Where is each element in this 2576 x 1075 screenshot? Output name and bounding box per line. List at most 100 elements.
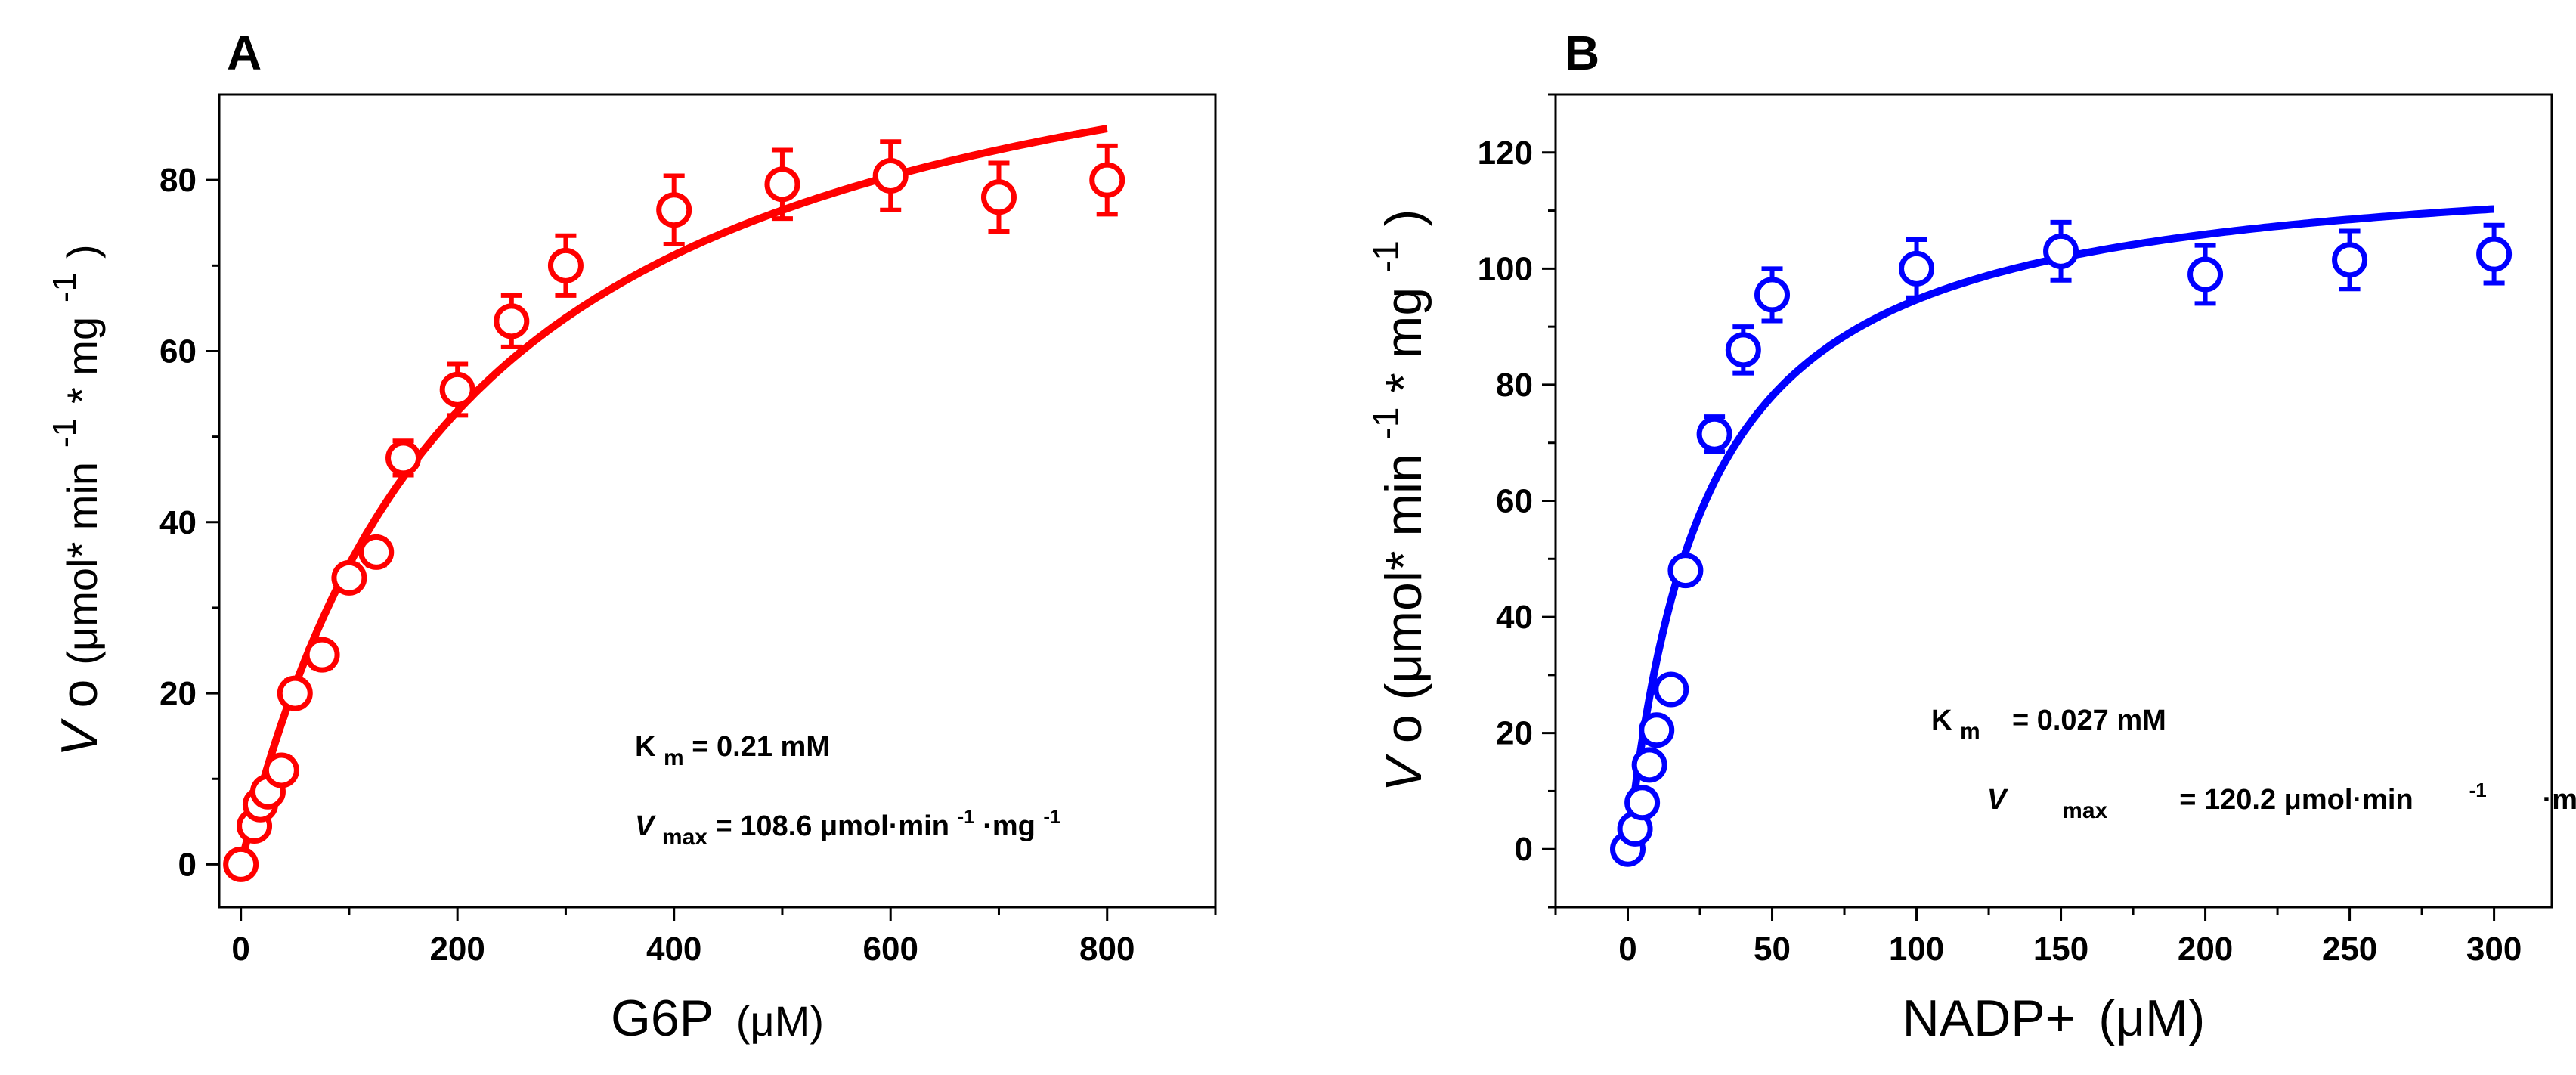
- panel-b-marker: [2187, 256, 2224, 293]
- panel-a-letter: A: [227, 26, 262, 80]
- panel-b-x-tick-label: 0: [1618, 931, 1636, 968]
- panel-a-data-point: [980, 160, 1017, 234]
- panel-a-ylabel-end: ): [58, 244, 106, 259]
- panel-b-vmax-sub: max: [2062, 798, 2107, 823]
- panel-a-marker: [494, 303, 530, 339]
- panel-a-fit-curve: [237, 125, 1108, 866]
- panel-b-letter: B: [1565, 26, 1599, 80]
- panel-a-marker: [764, 166, 800, 203]
- panel-b-y-axis-title: V o (μmol* min -1 * mg -1 ): [1352, 209, 1432, 792]
- panel-a-y-tick-label: 0: [178, 846, 197, 883]
- panel-a-marker: [331, 559, 367, 596]
- panel-a-vmax-sub: max: [662, 825, 707, 850]
- panel-b-marker: [1725, 332, 1761, 368]
- panel-a-vmax-mid: ·mg: [983, 810, 1036, 842]
- panel-b-data-point: [1899, 237, 1935, 300]
- panel-a-marker: [439, 371, 475, 407]
- panel-a-marker: [980, 179, 1017, 215]
- panel-b-vmax-label: V: [1987, 784, 2008, 816]
- panel-b-km-value: = 0.027 mM: [1988, 705, 2166, 736]
- panel-b-data-point: [2043, 219, 2079, 283]
- panel-b-marker: [1899, 250, 1935, 287]
- panel-a-data-point: [223, 846, 259, 882]
- panel-b-x-tick-label: 200: [2178, 931, 2233, 968]
- panel-b-marker: [1624, 785, 1661, 821]
- panel-a-x-axis-title: G6P (μM): [611, 990, 824, 1047]
- panel-a-vmax-value: = 108.6 μmol·min: [716, 810, 949, 842]
- panel-b-y-tick-label: 0: [1515, 831, 1533, 868]
- panel-a: A 0 200 400 600 800 0 20 40 60 80 G6P (μM) V o (μ…: [29, 26, 1217, 1047]
- panel-b-x-tick-label: 250: [2322, 931, 2377, 968]
- panel-a-y-tick-label: 60: [159, 333, 197, 370]
- panel-b-y-tick-label: 120: [1478, 135, 1533, 172]
- panel-a-xlabel: G6P: [611, 990, 713, 1047]
- panel-a-marker: [656, 192, 692, 228]
- panel-a-marker: [547, 247, 584, 283]
- panel-b-ylabel-var: V: [1375, 753, 1432, 792]
- panel-a-data-point: [331, 559, 367, 596]
- panel-b-km-label: K: [1931, 705, 1952, 736]
- panel-b-data-point: [1653, 671, 1689, 708]
- panel-a-km-label: K: [635, 731, 656, 763]
- panel-a-y-tick-label: 40: [159, 504, 197, 541]
- panel-b-y-tick-label: 100: [1478, 250, 1533, 287]
- panel-b-data-point: [1725, 324, 1761, 376]
- panel-a-axes: 0 200 400 600 800 0 20 40 60 80: [159, 162, 1217, 968]
- panel-b-marker: [2043, 233, 2079, 269]
- panel-b-marker: [1653, 671, 1689, 708]
- panel-a-y-tick-label: 80: [159, 162, 197, 199]
- panel-a-x-tick-label: 600: [863, 931, 918, 968]
- panel-b-x-tick-label: 50: [1754, 931, 1791, 968]
- panel-b-vmax-annotation: V max = 120.2 μmol·min -1 ·mg -1: [1931, 772, 2576, 825]
- panel-b-ylabel-sup2: -1: [1367, 240, 1407, 273]
- panel-a-marker: [1089, 162, 1125, 198]
- panel-b-marker: [1639, 712, 1675, 748]
- panel-a-y-axis-title: V o (μmol* min -1 * mg -1 ): [29, 244, 108, 756]
- panel-b-x-tick-label: 100: [1889, 931, 1944, 968]
- panel-b-xlabel-unit: (μM): [2098, 990, 2205, 1047]
- panel-b-y-tick-label: 20: [1496, 715, 1533, 752]
- panel-b-xlabel: NADP+: [1903, 990, 2076, 1047]
- panel-a-x-tick-label: 0: [231, 931, 249, 968]
- panel-a-data-points: [223, 139, 1125, 882]
- panel-a-data-point: [1089, 143, 1125, 217]
- panel-a-vmax-annotation: V max = 108.6 μmol·min -1 ·mg -1: [635, 798, 1061, 851]
- panel-a-data-point: [277, 675, 313, 711]
- panel-a-x-tick-label: 800: [1079, 931, 1135, 968]
- panel-b-y-tick-label: 40: [1496, 599, 1533, 636]
- panel-a-marker: [223, 846, 259, 882]
- panel-b-data-points: [1610, 219, 2513, 867]
- panel-a-marker: [358, 534, 395, 570]
- panel-a-data-point: [872, 139, 909, 212]
- panel-a-marker: [263, 752, 299, 788]
- panel-b-marker: [1754, 277, 1791, 313]
- panel-a-ylabel-mid: * mg: [58, 317, 106, 404]
- panel-a-data-point: [304, 637, 340, 673]
- panel-a-data-point: [263, 752, 299, 788]
- panel-b-x-axis-title: NADP+ (μM): [1903, 990, 2206, 1047]
- panel-a-data-point: [764, 147, 800, 222]
- panel-a-marker: [304, 637, 340, 673]
- panel-b-x-tick-label: 150: [2033, 931, 2088, 968]
- panel-a-vmax-sup1: -1: [958, 805, 975, 828]
- panel-b-ylabel-end: ): [1375, 209, 1432, 227]
- panel-a-x-tick-label: 400: [646, 931, 701, 968]
- panel-a-ylabel-var: V: [51, 718, 108, 757]
- panel-b-marker: [1696, 416, 1732, 452]
- panel-a-data-point: [385, 438, 422, 478]
- panel-b-vmax-sup1: -1: [2469, 779, 2487, 801]
- panel-b-data-point: [1639, 712, 1675, 748]
- panel-a-data-point: [547, 233, 584, 298]
- panel-a-plot-frame: [218, 93, 1217, 909]
- panel-b-marker: [1667, 553, 1704, 589]
- panel-b-ylabel-mid: * mg: [1375, 287, 1432, 393]
- panel-a-data-point: [358, 534, 395, 570]
- panel-b-axes: 0 50 100 150 200 250 300 0 20 40 60 80 100 120: [1478, 93, 2522, 968]
- panel-a-marker: [277, 675, 313, 711]
- panel-a-marker: [385, 440, 422, 476]
- panel-b-ylabel-sub: o: [1375, 714, 1432, 743]
- panel-a-km-annotation: K m = 0.21 mM: [635, 731, 830, 772]
- panel-b-data-point: [1696, 414, 1732, 454]
- panel-a-vmax-label: V: [635, 810, 656, 842]
